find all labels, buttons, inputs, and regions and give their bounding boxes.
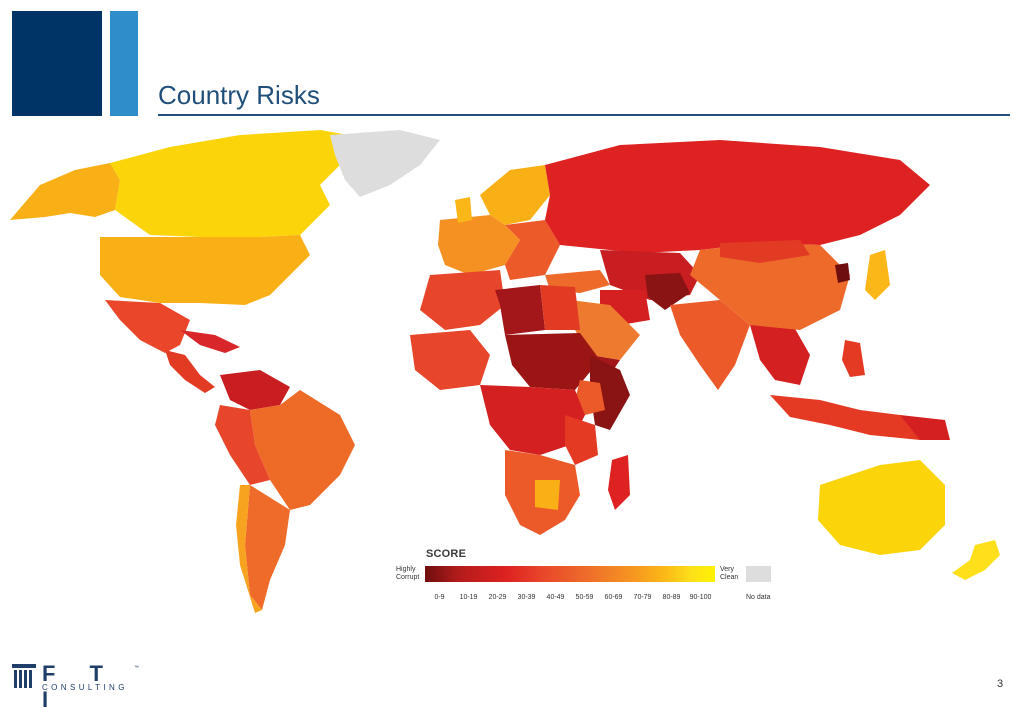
page-title: Country Risks bbox=[158, 80, 320, 110]
region-new-zealand bbox=[952, 540, 1000, 580]
region-indonesia bbox=[770, 395, 930, 440]
header-block-dark bbox=[12, 11, 102, 116]
region-argentina bbox=[245, 485, 290, 610]
region-colombia-venezuela bbox=[220, 370, 290, 410]
region-caribbean bbox=[180, 330, 240, 353]
region-usa bbox=[100, 235, 310, 305]
fti-logo-icon bbox=[12, 664, 36, 688]
legend-title: SCORE bbox=[426, 548, 467, 560]
region-southeast-asia bbox=[750, 320, 810, 385]
fti-logo-subtext: CONSULTING bbox=[42, 683, 128, 692]
region-north-africa-west bbox=[420, 270, 505, 330]
region-brazil bbox=[250, 390, 355, 510]
region-north-korea bbox=[835, 263, 850, 283]
legend-ticks: 0-9 10-19 20-29 30-39 40-49 50-59 60-69 … bbox=[425, 594, 715, 604]
header-block-light bbox=[110, 11, 138, 116]
world-map bbox=[10, 130, 1000, 613]
region-chad-sudan bbox=[505, 333, 600, 390]
legend-tick: 90-100 bbox=[689, 594, 712, 601]
legend-tick: 50-59 bbox=[575, 594, 594, 601]
region-china bbox=[690, 243, 850, 330]
region-canada bbox=[110, 130, 360, 237]
region-botswana bbox=[535, 480, 560, 510]
region-india bbox=[670, 300, 750, 390]
fti-consulting-logo: F T I ™ CONSULTING bbox=[12, 661, 142, 712]
region-peru-bolivia bbox=[215, 405, 270, 485]
region-madagascar bbox=[608, 455, 630, 510]
region-greenland bbox=[330, 130, 440, 197]
region-scandinavia bbox=[480, 165, 550, 225]
legend-right-label: Very Clean bbox=[720, 566, 739, 581]
region-central-america bbox=[165, 350, 215, 393]
region-alaska bbox=[10, 163, 120, 220]
region-eastern-europe bbox=[505, 220, 560, 280]
region-west-africa bbox=[410, 330, 490, 390]
region-western-europe bbox=[438, 215, 520, 275]
legend-nodata-swatch bbox=[746, 566, 771, 582]
region-afghanistan bbox=[645, 273, 690, 310]
legend-color-bar bbox=[425, 566, 715, 582]
region-central-africa bbox=[480, 385, 585, 455]
legend-tick: 70-79 bbox=[633, 594, 652, 601]
region-mexico bbox=[105, 300, 190, 353]
page-number: 3 bbox=[997, 678, 1004, 690]
region-egypt bbox=[540, 285, 580, 330]
region-australia bbox=[818, 460, 945, 555]
legend-tick: 30-39 bbox=[517, 594, 536, 601]
legend-nodata-label: No data bbox=[746, 594, 771, 601]
region-east-africa bbox=[565, 415, 598, 465]
title-divider bbox=[158, 114, 1010, 116]
legend-tick: 20-29 bbox=[488, 594, 507, 601]
region-uk bbox=[455, 197, 472, 223]
region-philippines bbox=[842, 340, 865, 377]
region-japan bbox=[865, 250, 890, 300]
fti-logo-text: F T I bbox=[42, 661, 117, 712]
region-russia bbox=[545, 140, 930, 253]
legend-tick: 0-9 bbox=[434, 594, 445, 601]
region-mongolia bbox=[720, 240, 810, 263]
region-chile bbox=[236, 485, 262, 613]
legend-tick: 10-19 bbox=[459, 594, 478, 601]
legend-tick: 40-49 bbox=[546, 594, 565, 601]
legend-tick: 60-69 bbox=[604, 594, 623, 601]
fti-logo-trademark: ™ bbox=[134, 665, 139, 671]
score-legend: SCORE Highly Corrupt Very Clean 0-9 10-1… bbox=[396, 546, 776, 608]
legend-tick: 80-89 bbox=[662, 594, 681, 601]
legend-left-label: Highly Corrupt bbox=[396, 566, 420, 581]
region-ethiopia bbox=[575, 380, 605, 415]
region-libya bbox=[495, 285, 545, 335]
region-png bbox=[900, 415, 950, 440]
